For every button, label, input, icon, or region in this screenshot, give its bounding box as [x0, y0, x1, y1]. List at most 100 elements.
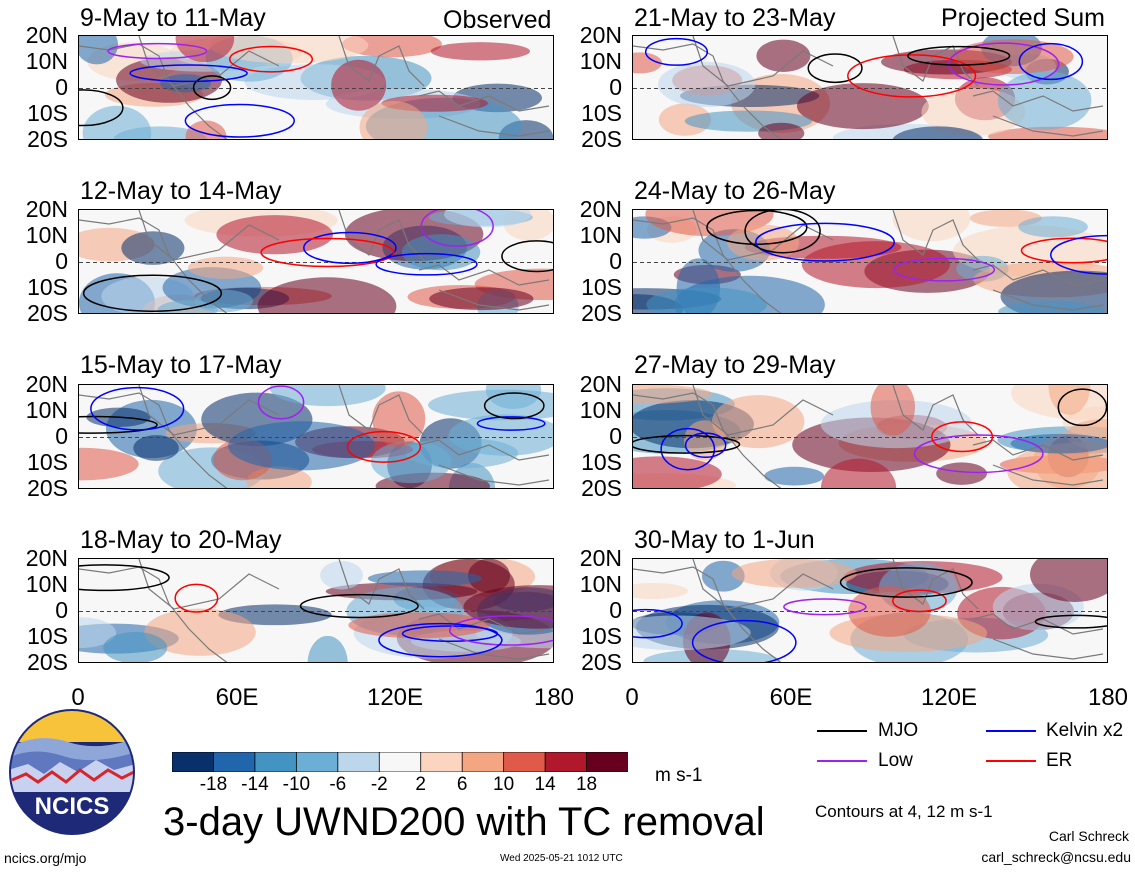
lat-label: 20S: [27, 475, 68, 501]
panel-title-1: 9-May to 11-May: [80, 4, 266, 32]
anomaly-contour: [184, 103, 295, 138]
map-panel-5: [632, 35, 1108, 140]
coastline: [79, 392, 228, 488]
lat-label: 10N: [579, 48, 622, 74]
lat-label: 10S: [27, 274, 68, 300]
anomaly-shading: [633, 52, 663, 74]
colorbar-swatch: [461, 751, 505, 773]
anomaly-map: [633, 559, 1107, 662]
anomaly-shading: [758, 122, 805, 139]
coastline: [438, 638, 550, 660]
anomaly-contour: [378, 622, 503, 658]
anomaly-contour: [174, 583, 219, 613]
coastline: [633, 566, 782, 662]
map-panel-6: [632, 209, 1108, 314]
coastline: [418, 439, 550, 461]
anomaly-contour: [79, 415, 158, 434]
lat-label: 10S: [27, 449, 68, 475]
lat-label: 10S: [27, 623, 68, 649]
colorbar-swatch: [254, 751, 298, 773]
anomaly-map: [79, 385, 553, 488]
anomaly-contour: [684, 432, 727, 459]
anomaly-shading: [209, 36, 369, 64]
anomaly-map: [633, 385, 1107, 488]
footer-url[interactable]: ncics.org/mjo: [4, 850, 87, 866]
anomaly-contour: [660, 427, 716, 471]
legend-swatch-mjo: [817, 730, 867, 732]
anomaly-contour: [1034, 614, 1107, 629]
anomaly-shading: [658, 103, 712, 136]
anomaly-shading: [997, 71, 1092, 130]
coastline: [972, 90, 1104, 112]
anomaly-contour: [79, 89, 124, 127]
panel-title-4: 18-May to 20-May: [80, 526, 282, 554]
anomaly-contour: [303, 231, 397, 265]
anomaly-shading: [185, 120, 227, 139]
anomaly-contour: [691, 619, 797, 662]
anomaly-shading: [269, 385, 386, 407]
anomaly-shading: [467, 559, 511, 593]
map-panel-2: [78, 209, 554, 314]
anomaly-shading: [367, 570, 483, 587]
anomaly-map: [633, 210, 1107, 313]
anomaly-shading: [79, 36, 119, 65]
anomaly-shading: [633, 385, 713, 405]
anomaly-contour: [501, 240, 553, 273]
colorbar-swatch: [503, 751, 546, 773]
coastline: [892, 210, 979, 261]
map-panel-8: [632, 558, 1108, 663]
coastline: [692, 36, 834, 87]
coastline: [992, 464, 1104, 486]
colorbar-tick-label: -14: [241, 774, 269, 795]
lat-label: 20S: [27, 300, 68, 326]
anomaly-shading: [227, 421, 375, 471]
panel-title-2: 12-May to 14-May: [80, 177, 282, 205]
anomaly-shading: [633, 582, 688, 600]
panel-title-6: 24-May to 26-May: [634, 177, 836, 205]
coastline: [138, 385, 280, 436]
lat-label: 20N: [579, 22, 622, 48]
lat-label: 20N: [579, 545, 622, 571]
coastline: [338, 36, 425, 87]
lon-label: 180: [533, 684, 575, 711]
anomaly-shading: [359, 101, 428, 139]
panel-title-8: 30-May to 1-Jun: [634, 526, 815, 554]
lat-label: 10N: [25, 48, 68, 74]
footer-email[interactable]: carl_schreck@ncsu.edu: [981, 849, 1131, 865]
coastline: [79, 43, 228, 139]
anomaly-contour: [913, 434, 1044, 474]
anomaly-shading: [633, 615, 751, 651]
lat-label: 20N: [25, 22, 68, 48]
anomaly-shading: [371, 440, 452, 484]
legend-label-mjo: MJO: [878, 720, 919, 741]
lat-label: 10N: [25, 397, 68, 423]
panel-tag-projected: Projected Sum: [941, 4, 1105, 32]
anomaly-shading: [756, 39, 811, 73]
anomaly-contour: [847, 54, 977, 98]
anomaly-contour: [907, 45, 1011, 66]
lon-label: 180: [1087, 684, 1129, 711]
anomaly-map: [79, 559, 553, 662]
anomaly-shading: [936, 462, 987, 485]
lat-label: 20N: [25, 545, 68, 571]
coastline: [79, 566, 228, 662]
anomaly-shading: [428, 389, 553, 421]
lon-label: 0: [71, 684, 85, 711]
colorbar-svg: [171, 751, 629, 773]
anomaly-shading: [796, 83, 929, 130]
anomaly-shading: [187, 256, 264, 280]
anomaly-shading: [1010, 433, 1107, 454]
main-title: 3-day UWND200 with TC removal: [163, 800, 765, 844]
anomaly-contour: [375, 252, 478, 276]
colorbar-tick-label: -6: [329, 774, 347, 795]
lat-label: 10S: [581, 274, 622, 300]
coastline: [338, 385, 425, 436]
panel-title-7: 27-May to 29-May: [634, 351, 836, 379]
lat-label: 20S: [27, 126, 68, 152]
anomaly-contour: [448, 615, 553, 646]
coastline: [438, 115, 550, 137]
lat-label: 10N: [25, 222, 68, 248]
lat-label: 10S: [581, 623, 622, 649]
anomaly-contour: [633, 434, 741, 454]
anomaly-contour: [1018, 42, 1084, 81]
